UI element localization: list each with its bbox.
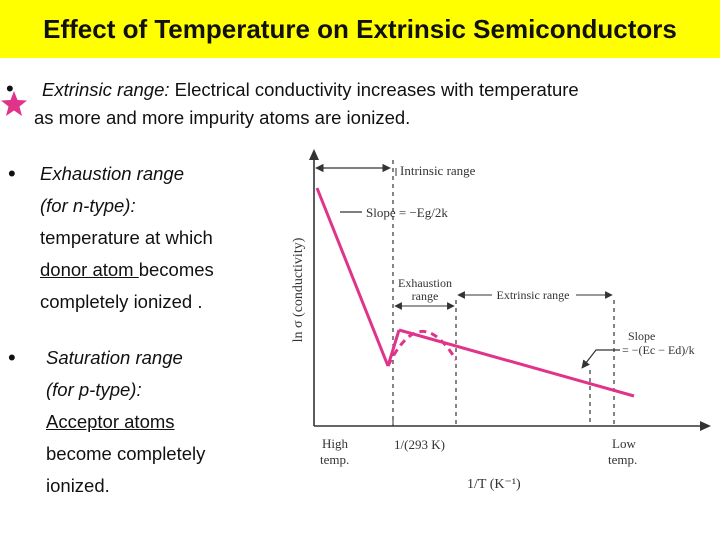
y-axis-arrow [309,149,319,160]
bullet-dot: • [6,76,14,101]
exhaustion-line3: temperature at which [40,227,213,248]
marker-293-label: 1/(293 K) [394,437,445,452]
exhaustion-term-line1: Exhaustion range [40,163,184,184]
slope-extrinsic-pointer [581,349,620,369]
extrinsic-curve [398,328,635,398]
exhaustion-line5: completely ionized . [40,291,203,312]
slope-extrinsic-label-2: = −(Ec − Ed)/k [622,343,695,357]
high-temp-label-1: High [322,436,349,451]
x-axis-label: 1/T (K⁻¹) [467,477,521,492]
low-temp-label-1: Low [612,436,636,451]
high-temp-label-2: temp. [320,452,349,467]
slope-extrinsic-label-1: Slope [628,329,655,343]
exhaustion-line4-rest: becomes [138,259,214,280]
extrinsic-term: Extrinsic range: [42,79,170,100]
bullet-dot: • [8,345,16,370]
intrinsic-range-label: Intrinsic range [400,163,476,178]
bullet-dot: • [8,161,16,186]
star-icon [1,91,27,116]
exhaustion-range-label-1: Exhaustion [398,276,452,290]
saturation-underlined: Acceptor atoms [46,411,175,432]
saturation-line5: ionized. [46,475,110,496]
saturation-bullet: Saturation range (for p-type): Acceptor … [46,342,205,502]
intrinsic-curve [315,187,390,367]
exhaustion-underlined: donor atom [40,259,139,280]
saturation-line4: become completely [46,443,206,464]
extrinsic-range-label: Extrinsic range [497,288,570,302]
x-axis-arrow [700,421,711,431]
slope-intrinsic-label: Slope = −Eg/2k [366,205,448,220]
slide-title: Effect of Temperature on Extrinsic Semic… [43,13,677,44]
exhaustion-curve [386,329,458,367]
y-axis-label: ln σ (conductivity) [291,237,306,342]
extrinsic-text-line2: as more and more impurity atoms are ioni… [34,107,411,128]
saturation-term-line2: (for p-type): [46,379,142,400]
exhaustion-term-line2: (for n-type): [40,195,136,216]
extrinsic-bullet-cont: as more and more impurity atoms are ioni… [34,102,410,134]
exhaustion-range-label-2: range [412,289,439,303]
low-temp-label-2: temp. [608,452,637,467]
extrinsic-bullet: Extrinsic range: Electrical conductivity… [42,74,579,106]
saturation-term-line1: Saturation range [46,347,183,368]
exhaustion-bullet: Exhaustion range (for n-type): temperatu… [40,158,214,318]
title-bar: Effect of Temperature on Extrinsic Semic… [0,0,720,58]
extrinsic-text-line1: Electrical conductivity increases with t… [169,79,579,100]
